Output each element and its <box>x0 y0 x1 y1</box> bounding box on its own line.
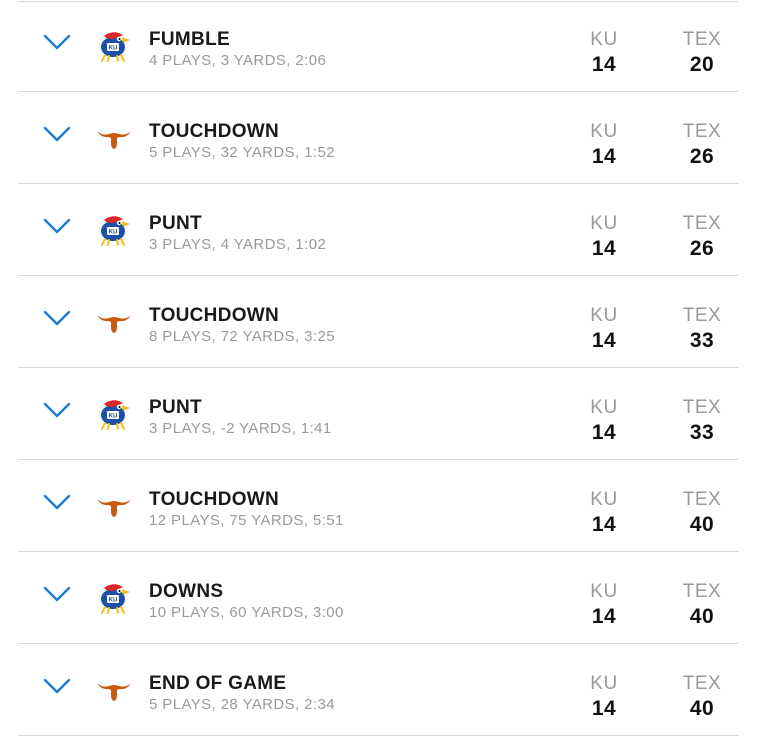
drive-result: TOUCHDOWN <box>149 121 280 142</box>
drive-summary: 12 PLAYS, 75 YARDS, 5:51 <box>149 512 344 529</box>
chevron-down-icon[interactable] <box>42 308 72 328</box>
home-team-abbr: KU <box>590 305 618 326</box>
longhorn-logo-icon <box>97 131 131 149</box>
drive-list: KU FUMBLE 4 PLAYS, 3 YARDS, 2:06 KU 14 T… <box>18 0 739 736</box>
chevron-down-icon[interactable] <box>42 32 72 52</box>
drive-row[interactable]: END OF GAME 5 PLAYS, 28 YARDS, 2:34 KU 1… <box>18 644 739 736</box>
jayhawk-logo-icon: KU <box>101 32 130 62</box>
longhorn-logo-icon <box>97 315 131 333</box>
drive-result: DOWNS <box>149 581 224 602</box>
chevron-down-icon[interactable] <box>42 584 72 604</box>
drive-summary: 5 PLAYS, 32 YARDS, 1:52 <box>149 144 335 161</box>
home-score: 14 <box>591 697 617 720</box>
svg-text:KU: KU <box>109 46 118 52</box>
drive-result: TOUCHDOWN <box>149 489 280 510</box>
drive-summary: 5 PLAYS, 28 YARDS, 2:34 <box>149 696 335 713</box>
drive-result: TOUCHDOWN <box>149 305 280 326</box>
home-score: 14 <box>591 421 617 444</box>
drive-row[interactable]: KU PUNT 3 PLAYS, 4 YARDS, 1:02 KU 14 TEX… <box>18 184 739 276</box>
home-team-abbr: KU <box>590 29 618 50</box>
drive-result: FUMBLE <box>149 29 230 50</box>
away-score: 20 <box>689 53 715 76</box>
drive-row[interactable]: TOUCHDOWN 12 PLAYS, 75 YARDS, 5:51 KU 14… <box>18 460 739 552</box>
home-team-abbr: KU <box>590 489 618 510</box>
home-score: 14 <box>591 237 617 260</box>
drive-row[interactable]: TOUCHDOWN 5 PLAYS, 32 YARDS, 1:52 KU 14 … <box>18 92 739 184</box>
svg-text:KU: KU <box>109 230 118 236</box>
jayhawk-logo-icon: KU <box>101 216 130 246</box>
away-team-abbr: TEX <box>682 673 722 694</box>
svg-text:KU: KU <box>109 598 118 604</box>
drive-result: PUNT <box>149 397 202 418</box>
away-team-abbr: TEX <box>682 397 722 418</box>
away-team-abbr: TEX <box>682 121 722 142</box>
home-team-abbr: KU <box>590 121 618 142</box>
away-team-abbr: TEX <box>682 489 722 510</box>
drive-summary: 3 PLAYS, 4 YARDS, 1:02 <box>149 236 327 253</box>
away-team-abbr: TEX <box>682 581 722 602</box>
chevron-down-icon[interactable] <box>42 676 72 696</box>
away-score: 33 <box>689 329 715 352</box>
away-team-abbr: TEX <box>682 305 722 326</box>
drive-row[interactable]: KU FUMBLE 4 PLAYS, 3 YARDS, 2:06 KU 14 T… <box>18 0 739 92</box>
home-team-abbr: KU <box>590 397 618 418</box>
away-score: 40 <box>689 605 715 628</box>
drive-summary: 10 PLAYS, 60 YARDS, 3:00 <box>149 604 344 621</box>
svg-text:KU: KU <box>109 414 118 420</box>
chevron-down-icon[interactable] <box>42 400 72 420</box>
home-score: 14 <box>591 513 617 536</box>
home-score: 14 <box>591 605 617 628</box>
top-divider <box>18 1 739 2</box>
away-team-abbr: TEX <box>682 29 722 50</box>
drive-result: END OF GAME <box>149 673 287 694</box>
away-score: 26 <box>689 145 715 168</box>
chevron-down-icon[interactable] <box>42 492 72 512</box>
home-team-abbr: KU <box>590 581 618 602</box>
jayhawk-logo-icon: KU <box>101 584 130 614</box>
home-score: 14 <box>591 145 617 168</box>
drive-row[interactable]: KU DOWNS 10 PLAYS, 60 YARDS, 3:00 KU 14 … <box>18 552 739 644</box>
home-team-abbr: KU <box>590 673 618 694</box>
home-team-abbr: KU <box>590 213 618 234</box>
chevron-down-icon[interactable] <box>42 216 72 236</box>
longhorn-logo-icon <box>97 499 131 517</box>
away-score: 40 <box>689 513 715 536</box>
drive-summary: 3 PLAYS, -2 YARDS, 1:41 <box>149 420 332 437</box>
away-score: 40 <box>689 697 715 720</box>
longhorn-logo-icon <box>97 683 131 701</box>
drive-summary: 4 PLAYS, 3 YARDS, 2:06 <box>149 52 327 69</box>
drive-row[interactable]: KU PUNT 3 PLAYS, -2 YARDS, 1:41 KU 14 TE… <box>18 368 739 460</box>
home-score: 14 <box>591 53 617 76</box>
jayhawk-logo-icon: KU <box>101 400 130 430</box>
away-team-abbr: TEX <box>682 213 722 234</box>
drive-result: PUNT <box>149 213 202 234</box>
away-score: 26 <box>689 237 715 260</box>
home-score: 14 <box>591 329 617 352</box>
drive-row[interactable]: TOUCHDOWN 8 PLAYS, 72 YARDS, 3:25 KU 14 … <box>18 276 739 368</box>
away-score: 33 <box>689 421 715 444</box>
chevron-down-icon[interactable] <box>42 124 72 144</box>
drive-summary: 8 PLAYS, 72 YARDS, 3:25 <box>149 328 335 345</box>
